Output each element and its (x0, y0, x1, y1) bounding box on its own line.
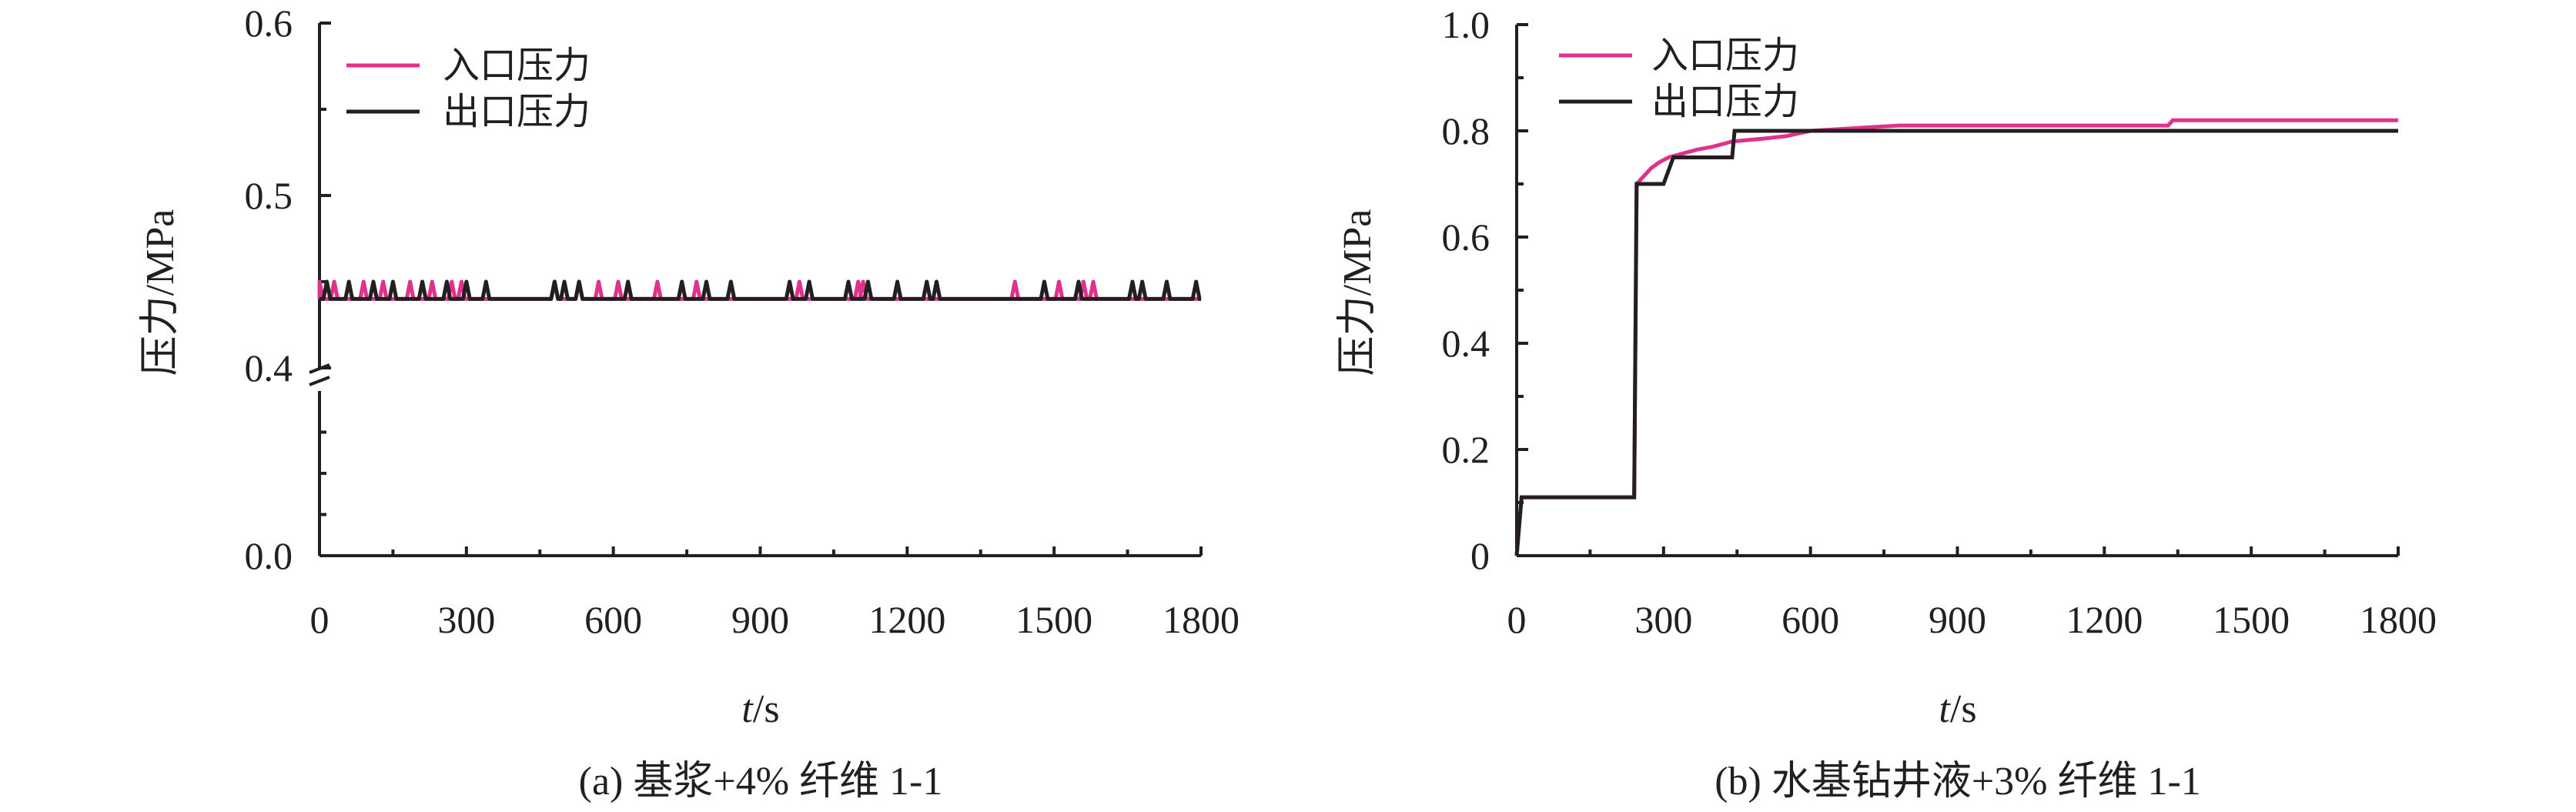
chart-a-y-tick-label: 0.6 (245, 2, 293, 45)
chart-a-legend-label-inlet: 入口压力 (443, 45, 590, 86)
chart-b-y-tick-label: 0.2 (1442, 428, 1490, 471)
chart-a-x-tick-label: 300 (437, 598, 495, 641)
chart-a-series-inlet (317, 279, 1201, 301)
chart-b: 0 300 600 900 1200 1500 1800 00.20.40.60.81.0 … (1336, 3, 2437, 804)
chart-a-y-tick-label: 0.4 (245, 346, 293, 389)
chart-a-x-axis-label-var: t (741, 687, 754, 731)
chart-a-y-tick-label: 0.5 (245, 174, 293, 217)
chart-b-x-tick-label: 600 (1781, 598, 1839, 641)
chart-b-x-tick-label: 1200 (2066, 598, 2143, 641)
chart-a-x-tick-label: 900 (731, 598, 789, 641)
chart-a-x-tick-label: 0 (310, 598, 330, 641)
chart-b-x-axis-label-unit: /s (1950, 687, 1977, 731)
chart-a: 0 300 600 900 1200 1500 1800 0.0 0.4 0.5 0.6 入口压力… (139, 2, 1239, 804)
chart-a-y-tick-label: 0.0 (245, 534, 293, 577)
chart-a-x-axis-label-unit: /s (753, 687, 780, 731)
chart-b-x-tick-label: 900 (1929, 598, 1986, 641)
chart-a-x-tick-label: 1800 (1163, 598, 1239, 641)
chart-b-x-tick-label: 1800 (2360, 598, 2437, 641)
chart-b-series-outlet (1514, 129, 2398, 556)
chart-b-caption: (b) 水基钻井液+3% 纤维 1-1 (1715, 760, 2201, 804)
chart-a-x-axis-label: t/s (741, 687, 779, 731)
chart-b-y-tick-label: 0.6 (1442, 216, 1490, 259)
chart-a-caption: (a) 基浆+4% 纤维 1-1 (579, 760, 943, 804)
chart-b-y-tick-label: 0.4 (1442, 322, 1490, 365)
chart-b-y-tick-label: 0.8 (1442, 109, 1490, 152)
chart-a-x-tick-label: 1200 (868, 598, 945, 641)
chart-b-legend-label-inlet: 入口压力 (1651, 35, 1799, 76)
chart-b-x-tick-label: 1500 (2213, 598, 2290, 641)
chart-b-x-axis-label: t/s (1939, 687, 1976, 731)
chart-a-y-axis-label: 压力/MPa (139, 209, 182, 376)
chart-b-x-tick-label: 0 (1507, 598, 1527, 641)
chart-a-legend: 入口压力 出口压力 (346, 45, 590, 132)
chart-b-legend-label-outlet: 出口压力 (1651, 82, 1799, 122)
chart-a-series-outlet (319, 279, 1202, 301)
chart-a-x-tick-label: 1500 (1015, 598, 1092, 641)
chart-a-x-tick-label: 600 (584, 598, 642, 641)
chart-b-y-tick-label: 0 (1470, 534, 1490, 577)
chart-b-x-axis-label-var: t (1939, 687, 1951, 731)
chart-b-y-tick-label: 1.0 (1442, 3, 1490, 46)
chart-a-legend-label-outlet: 出口压力 (443, 92, 590, 132)
chart-b-x-tick-label: 300 (1634, 598, 1692, 641)
chart-b-y-axis-label: 压力/MPa (1336, 209, 1380, 376)
chart-b-legend: 入口压力 出口压力 (1559, 35, 1799, 122)
